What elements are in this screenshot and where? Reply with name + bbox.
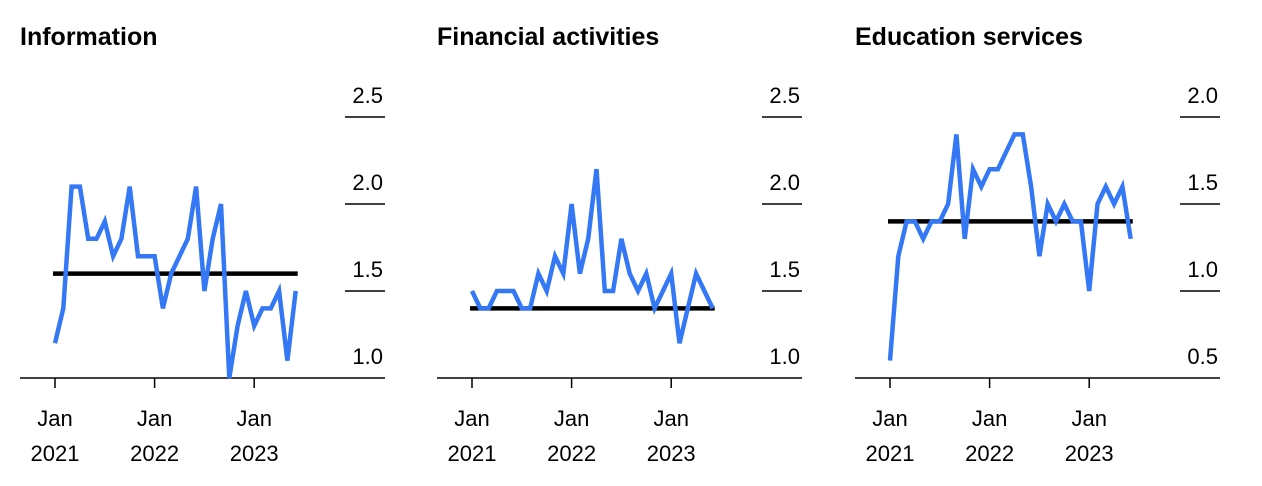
x-tick-label: Jan 2022 bbox=[130, 406, 179, 466]
x-tick-label: Jan 2021 bbox=[866, 406, 915, 466]
y-tick-label: 2.0 bbox=[352, 170, 383, 195]
y-tick-label: 0.5 bbox=[1187, 344, 1218, 369]
x-tick-label: Jan 2021 bbox=[448, 406, 497, 466]
chart-title: Financial activities bbox=[437, 23, 659, 51]
x-tick-label: Jan 2022 bbox=[965, 406, 1014, 466]
panel: Information 1.0 1.5 2.0 2.5 Jan 2021 Jan 2022 Jan… bbox=[20, 23, 385, 466]
data-line bbox=[469, 168, 715, 344]
panel: Education services 0.5 1.0 1.5 2.0 Jan 2021 Jan… bbox=[855, 23, 1220, 466]
data-line bbox=[52, 184, 298, 379]
y-tick-label: 2.5 bbox=[769, 83, 800, 108]
y-tick-label: 2.0 bbox=[769, 170, 800, 195]
x-tick-label: Jan 2021 bbox=[31, 406, 80, 466]
y-tick-label: 2.5 bbox=[352, 83, 383, 108]
x-tick-label: Jan 2023 bbox=[230, 406, 279, 466]
y-tick-label: 1.5 bbox=[352, 257, 383, 282]
chart-title: Information bbox=[20, 23, 158, 51]
y-tick-label: 1.5 bbox=[1187, 170, 1218, 195]
data-line bbox=[887, 132, 1133, 361]
y-tick-label: 2.0 bbox=[1187, 83, 1218, 108]
x-tick-label: Jan 2022 bbox=[547, 406, 596, 466]
y-tick-label: 1.0 bbox=[769, 344, 800, 369]
x-tick-label: Jan 2023 bbox=[647, 406, 696, 466]
y-tick-label: 1.0 bbox=[1187, 257, 1218, 282]
x-tick-label: Jan 2023 bbox=[1065, 406, 1114, 466]
panel: Financial activities 1.0 1.5 2.0 2.5 Jan 2021 J… bbox=[437, 23, 802, 466]
chart-title: Education services bbox=[855, 23, 1083, 51]
y-tick-label: 1.0 bbox=[352, 344, 383, 369]
y-tick-label: 1.5 bbox=[769, 257, 800, 282]
